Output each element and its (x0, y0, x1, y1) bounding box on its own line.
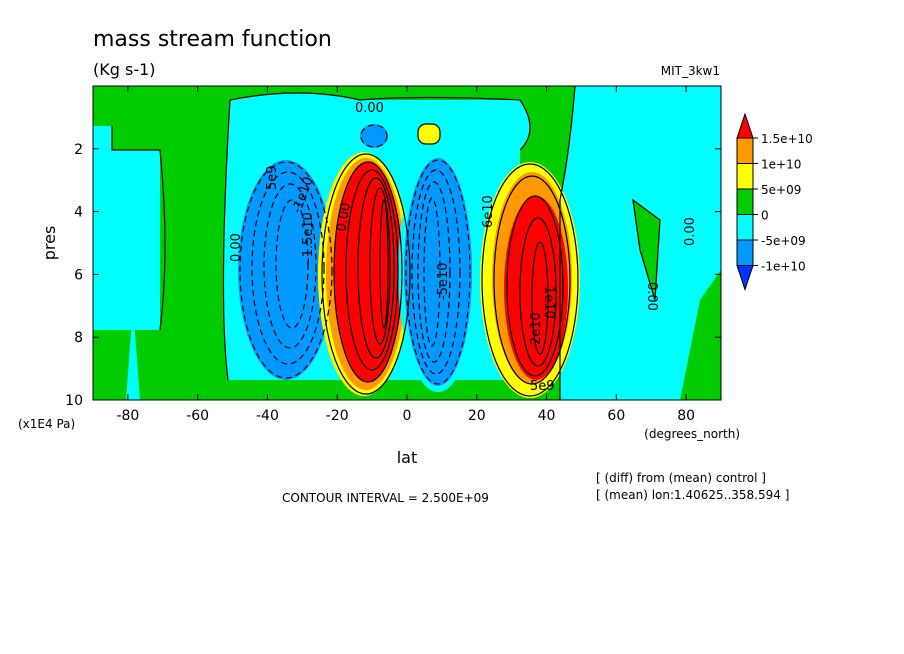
cyan-spike-south (126, 306, 140, 400)
contour-label: -1.5e10 (301, 212, 316, 262)
y-axis-units: (x1E4 Pa) (18, 417, 75, 431)
colorbar: 1.5e+10 1e+10 5e+09 0 -5e+09 -1e+10 (736, 112, 813, 292)
colorbar-label: -5e+09 (761, 234, 806, 248)
contour-label: 5e9 (530, 379, 555, 394)
y-axis-label: pres (40, 226, 59, 261)
contours-zero (111, 86, 661, 400)
x-tick-label: 60 (607, 408, 625, 424)
x-tick-label: -60 (186, 408, 209, 424)
colorbar-label: -1e+10 (761, 260, 806, 274)
y-tick-label: 8 (74, 330, 83, 346)
cell-north-outer-red (504, 196, 568, 380)
x-tick-label: 0 (403, 408, 412, 424)
region-cyan-south (93, 126, 160, 330)
contour-label: 0.00 (229, 233, 244, 262)
x-tick-label: 40 (538, 408, 556, 424)
x-tick-label: -20 (326, 408, 349, 424)
run-label: MIT_3kw1 (661, 64, 720, 78)
colorbar-top-arrow (736, 112, 754, 139)
colorbar-swatch (736, 188, 754, 215)
y-axis-ticks: 2 4 6 8 10 (65, 142, 721, 409)
cell-top-yellow-blob (418, 124, 440, 144)
colorbar-swatch (736, 239, 754, 266)
cell-north-inner-blue (404, 158, 472, 386)
plot-field: 0.00 0.00 0.00 0.00 5e9 -1e10 -1.5e10 0.… (93, 86, 721, 400)
x-tick-label: 80 (677, 408, 695, 424)
contour-label: 1e10 (541, 286, 556, 319)
colorbar-swatch (736, 163, 754, 190)
chart-title: mass stream function (93, 27, 332, 52)
contour-label: 0.00 (334, 202, 354, 233)
contours-positive (321, 123, 579, 397)
contour-label: -5e10 (436, 262, 451, 300)
contour-label: 0.00 (355, 101, 384, 116)
x-tick-label: -80 (116, 408, 139, 424)
colorbar-swatch (736, 214, 754, 241)
contour-label: 5e9 (265, 165, 280, 190)
contour-label: 6e10 (481, 195, 496, 228)
x-axis-label: lat (397, 448, 418, 467)
colorbar-bottom-arrow (736, 265, 754, 292)
colorbar-label: 5e+09 (761, 183, 801, 197)
contour-label: 0.00 (683, 217, 698, 246)
colorbar-swatch (736, 137, 754, 164)
contour-labels: 0.00 0.00 0.00 0.00 5e9 -1e10 -1.5e10 0.… (229, 101, 698, 394)
note-mean: [ (mean) lon:1.40625..358.594 ] (596, 488, 789, 502)
x-tick-label: 20 (468, 408, 486, 424)
y-tick-label: 2 (74, 142, 83, 158)
contours-negative (239, 124, 471, 385)
x-tick-label: -40 (256, 408, 279, 424)
contour-label: 0.00 (644, 282, 659, 311)
note-diff: [ (diff) from (mean) control ] (596, 471, 766, 485)
region-green-north (633, 200, 660, 300)
y-tick-label: 6 (74, 267, 83, 283)
chart-units: (Kg s-1) (93, 60, 156, 79)
colorbar-label: 0 (761, 209, 769, 223)
x-axis-units: (degrees_north) (644, 427, 740, 441)
x-axis-ticks: -80 -60 -40 -20 0 20 40 60 80 (116, 86, 695, 424)
cell-top-blue-blob (360, 124, 388, 148)
contour-interval: CONTOUR INTERVAL = 2.500E+09 (282, 491, 489, 505)
y-tick-label: 4 (74, 205, 83, 221)
colorbar-label: 1e+10 (761, 158, 801, 172)
y-tick-label: 10 (65, 393, 83, 409)
colorbar-label: 1.5e+10 (761, 132, 813, 146)
contour-label: 2e10 (529, 312, 544, 345)
